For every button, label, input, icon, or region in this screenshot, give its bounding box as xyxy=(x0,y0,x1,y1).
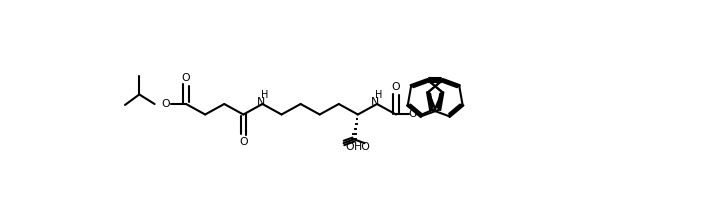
Text: HO: HO xyxy=(354,142,371,152)
Text: O: O xyxy=(345,142,353,152)
Text: N: N xyxy=(371,97,379,107)
Text: O: O xyxy=(408,109,417,120)
Text: O: O xyxy=(182,73,191,83)
Text: H: H xyxy=(261,90,268,100)
Text: O: O xyxy=(392,82,400,92)
Text: H: H xyxy=(375,90,383,100)
Text: O: O xyxy=(161,99,171,109)
Text: O: O xyxy=(239,137,247,147)
Text: N: N xyxy=(257,97,264,107)
